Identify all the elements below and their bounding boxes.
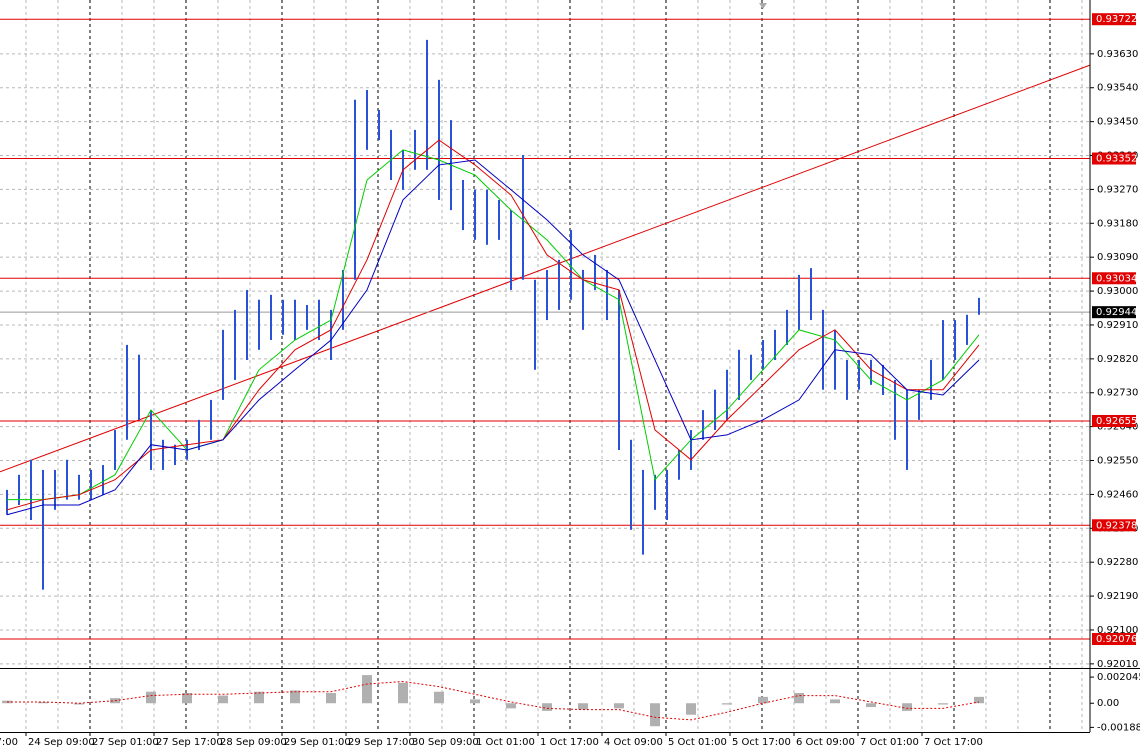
- price-level-tag: [1092, 152, 1136, 165]
- histogram-bar: [398, 682, 408, 704]
- histogram-bar: [830, 699, 840, 704]
- y-tick-label: 0.93270: [1097, 184, 1138, 195]
- histogram-bar: [146, 691, 156, 704]
- x-tick-label: 1 Oct 01:00: [476, 737, 535, 748]
- y-tick-label: 0.93630: [1097, 49, 1138, 60]
- y-tick-label: 0.93000: [1097, 286, 1138, 297]
- plot-layer: [0, 18, 1091, 727]
- histogram-bar: [38, 701, 48, 704]
- histogram-bar: [254, 691, 264, 704]
- histogram-bar: [218, 695, 228, 704]
- y-tick-label: 0.92550: [1097, 456, 1138, 467]
- x-tick-label: 29 Sep 01:00: [284, 737, 351, 748]
- y-tick-label: 0.92820: [1097, 354, 1138, 365]
- y-tick-label: 0.93090: [1097, 252, 1138, 263]
- y-tick-label: 0.92280: [1097, 557, 1138, 568]
- histogram-bar: [326, 693, 336, 704]
- price-level-tag: [1092, 414, 1136, 427]
- x-tick-label: 6 Oct 09:00: [796, 737, 855, 748]
- price-level-label: 0.92076: [1096, 634, 1137, 645]
- x-tick-label: 7:00: [0, 737, 18, 748]
- y-tick-label: 0.92010: [1097, 659, 1138, 670]
- histogram-bar: [686, 703, 696, 715]
- current-price-tag: [1092, 306, 1136, 319]
- current-price-label: 0.92944: [1096, 307, 1137, 318]
- price-level-tag: [1092, 272, 1136, 285]
- histogram-bar: [938, 703, 948, 705]
- x-tick-label: 27 Sep 17:00: [156, 737, 223, 748]
- y-tick-label: -0.001887: [1097, 722, 1140, 733]
- price-level-label: 0.93034: [1096, 273, 1137, 284]
- price-level-label: 0.92655: [1096, 416, 1137, 427]
- price-level-tag: [1092, 519, 1136, 532]
- x-tick-label: 29 Sep 17:00: [348, 737, 415, 748]
- x-tick-label: 5 Oct 17:00: [732, 737, 791, 748]
- moving-average: [6, 159, 980, 516]
- histogram-bar: [290, 690, 300, 704]
- y-tick-label: 0.92460: [1097, 489, 1138, 500]
- grid-layer: [0, 0, 1090, 732]
- x-tick-label: 5 Oct 01:00: [668, 737, 727, 748]
- histogram-bar: [578, 703, 588, 710]
- moving-average: [7, 149, 980, 501]
- y-tick-label: 0.93540: [1097, 83, 1138, 94]
- histogram-bar: [722, 703, 732, 705]
- histogram-bar: [650, 703, 660, 727]
- y-tick-label: 0.92910: [1097, 320, 1138, 331]
- histogram-bar: [902, 703, 912, 711]
- price-level-label: 0.92378: [1096, 520, 1137, 531]
- trendline: [0, 64, 1091, 473]
- signal-line: [7, 681, 980, 721]
- y-tick-label: 0.002045: [1097, 672, 1140, 683]
- price-level-tag: [1092, 633, 1136, 646]
- price-level-tag: [1092, 13, 1136, 26]
- price-level-label: 0.93352: [1096, 154, 1137, 165]
- x-tick-label: 24 Sep 09:00: [28, 737, 95, 748]
- y-tick-label: 0.93450: [1097, 117, 1138, 128]
- histogram-bar: [470, 699, 480, 704]
- histogram-bar: [974, 696, 984, 704]
- histogram-bar: [614, 703, 624, 709]
- x-tick-label: 1 Oct 17:00: [540, 737, 599, 748]
- x-tick-label: 4 Oct 09:00: [604, 737, 663, 748]
- histogram-bar: [434, 691, 444, 704]
- y-tick-label: 0.92640: [1097, 422, 1138, 433]
- histogram-bar: [758, 696, 768, 704]
- histogram-bar: [866, 703, 876, 708]
- histogram-bar: [74, 703, 84, 705]
- y-tick-label: 0.92730: [1097, 388, 1138, 399]
- x-tick-label: 7 Oct 01:00: [860, 737, 919, 748]
- histogram-bar: [794, 693, 804, 704]
- price-level-label: 0.93722: [1096, 14, 1137, 25]
- histogram-bar: [182, 693, 192, 704]
- x-tick-label: 28 Sep 09:00: [220, 737, 287, 748]
- x-tick-label: 27 Sep 01:00: [92, 737, 159, 748]
- histogram-bar: [506, 703, 516, 709]
- y-tick-label: 0.92190: [1097, 591, 1138, 602]
- shift-marker: [759, 3, 767, 9]
- histogram-bar: [542, 703, 552, 711]
- y-tick-label: 0.93180: [1097, 218, 1138, 229]
- y-tick-label: 0.92100: [1097, 625, 1138, 636]
- x-tick-label: 7 Oct 17:00: [924, 737, 983, 748]
- y-tick-label: 0.00: [1097, 698, 1119, 709]
- x-tick-label: 30 Sep 09:00: [412, 737, 479, 748]
- histogram-bar: [362, 675, 372, 704]
